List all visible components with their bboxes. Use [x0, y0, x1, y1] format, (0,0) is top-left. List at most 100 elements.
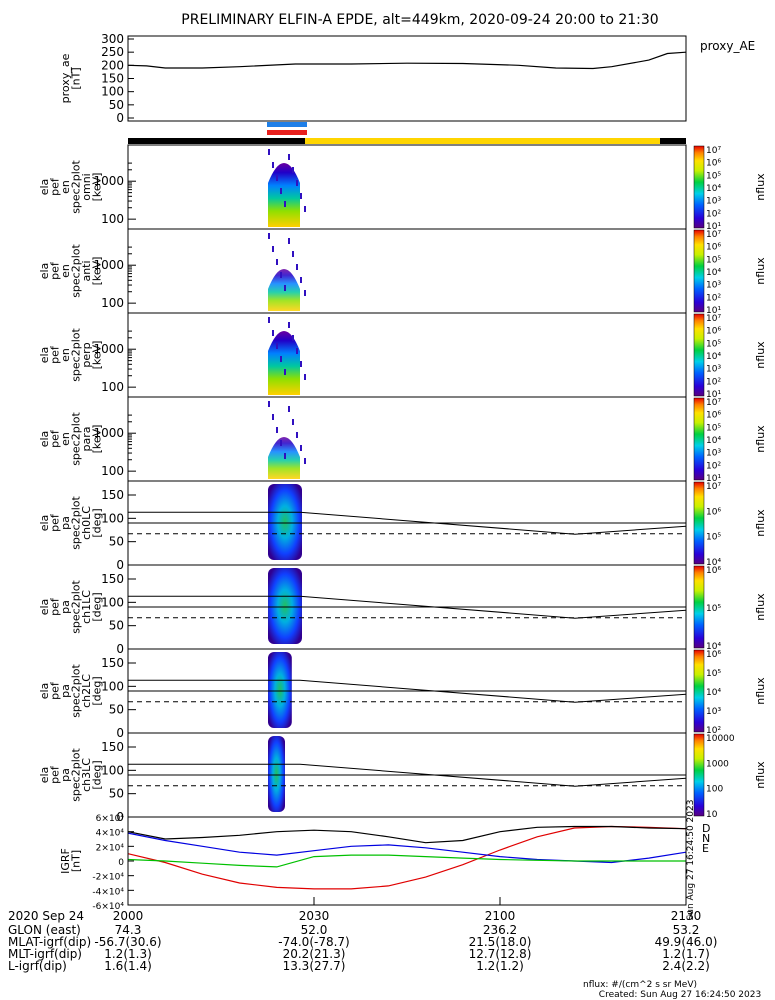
spectrogram-speck: [280, 272, 282, 278]
created-note: Created: Sun Aug 27 16:24:50 2023: [599, 990, 761, 1000]
colorbar-tick: 10²: [706, 293, 721, 303]
spectrogram-speck: [268, 233, 270, 239]
spectrogram-speck: [304, 290, 306, 296]
ytick-label: -2×10⁴: [92, 873, 124, 883]
ytick-label: 50: [109, 98, 124, 112]
colorbar-tick: 10⁴: [706, 352, 721, 362]
colorbar-tick: 10⁶: [706, 327, 721, 337]
ylabel-line: pef: [48, 429, 61, 448]
spectrogram-speck: [296, 348, 298, 354]
legend-igrf-D: D: [702, 822, 710, 835]
ytick-label: 0: [116, 111, 124, 125]
colorbar-tick: 10³: [706, 707, 721, 717]
ylabel-line: ela: [38, 515, 51, 532]
ytick-label: 1000: [93, 174, 124, 188]
row-value: 236.2: [483, 923, 517, 937]
spectrogram-speck: [296, 432, 298, 438]
spectrogram-speck: [304, 374, 306, 380]
ylabel-line: ch2LC: [80, 674, 93, 708]
ytick-label: 6×10⁴: [96, 814, 125, 824]
pitch-angle-blob: [268, 484, 302, 560]
ylabel-line: spec2plot: [69, 580, 82, 634]
spectrogram-speck: [304, 458, 306, 464]
spectrogram-speck: [292, 167, 294, 173]
x-axis-annotations: 2020 Sep 24 GLON (east) MLAT-igrf(dip) M…: [8, 800, 761, 1000]
ylabel-line: para: [80, 427, 93, 452]
row-label-mlt: MLT-igrf(dip): [8, 947, 82, 961]
colorbar-label: nflux: [754, 341, 767, 369]
ylabel-line: anti: [80, 260, 93, 281]
ytick-label: 100: [101, 296, 124, 310]
ylabel-line: pef: [48, 177, 61, 196]
ylabel-line: pef: [48, 513, 61, 532]
ylabel-line: omni: [80, 173, 93, 200]
panel-frame: [127, 228, 687, 314]
ylabel-line: proxy_ae: [59, 53, 72, 103]
ylabel-line: pef: [48, 261, 61, 280]
colorbar-tick: 10²: [706, 209, 721, 219]
colorbar-tick: 10¹: [706, 474, 721, 484]
igrf-series-line: [127, 825, 687, 890]
date-label: 2020 Sep 24: [8, 909, 84, 923]
spectrogram-speck: [272, 246, 274, 252]
colorbar-tick: 10⁶: [706, 650, 721, 660]
colorbar-tick: 10⁶: [706, 566, 721, 576]
spectrogram-speck: [284, 201, 286, 207]
ylabel-line: [keV]: [90, 341, 103, 370]
ytick-label: 100: [101, 85, 124, 99]
ylabel-line: pef: [48, 345, 61, 364]
colorbar-label: nflux: [754, 761, 767, 789]
ytick-label: 50: [109, 703, 124, 717]
ylabel-line: spec2plot: [69, 160, 82, 214]
spectrogram-speck: [276, 343, 278, 349]
colorbar-tick: 10⁵: [706, 669, 721, 679]
row-value: 49.9(46.0): [655, 935, 718, 949]
spectrogram-speck: [268, 401, 270, 407]
ylabel-line: [nT]: [69, 67, 82, 89]
colorbar-tick: 10⁴: [706, 688, 721, 698]
ylabel-line: ela: [38, 431, 51, 448]
legend-proxy-ae: proxy_AE: [700, 39, 755, 53]
spectrogram-speck: [288, 154, 290, 160]
row-value: 1.6(1.4): [104, 959, 152, 973]
spectrogram-speck: [276, 259, 278, 265]
ytick-label: 4×10⁴: [96, 829, 125, 839]
spectrogram-blob: [268, 331, 300, 395]
spectrogram-speck: [292, 419, 294, 425]
ytick-label: 0: [116, 642, 124, 656]
ylabel-line: [keV]: [90, 173, 103, 202]
spectrogram-speck: [300, 445, 302, 451]
ytick-label: 100: [101, 679, 124, 693]
ytick-label: 100: [101, 511, 124, 525]
ytick-label: 150: [101, 740, 124, 754]
spectrogram-blob: [268, 163, 300, 227]
colorbar-tick: 10⁵: [706, 604, 721, 614]
pitch-angle-blob: [268, 568, 302, 644]
ylabel-line: ch1LC: [80, 590, 93, 624]
ylabel-line: pef: [48, 681, 61, 700]
spectrogram-speck: [272, 162, 274, 168]
ytick-label: 100: [101, 464, 124, 478]
colorbar-tick: 10⁵: [706, 533, 721, 543]
ylabel-line: pef: [48, 597, 61, 616]
row-value: 12.7(12.8): [469, 947, 532, 961]
colorbar-tick: 10¹: [706, 222, 721, 232]
spectrogram-speck: [296, 180, 298, 186]
ylabel-line: en: [59, 180, 72, 194]
row-value: 1.2(1.2): [476, 959, 524, 973]
ytick-label: 100: [101, 595, 124, 609]
side-stamp: Sun Aug 27 16:24:50 2023: [686, 800, 696, 921]
ylabel-line: ch3LC: [80, 758, 93, 792]
colorbar: [693, 313, 705, 397]
spectrogram-speck: [280, 356, 282, 362]
ytick-label: 0: [116, 726, 124, 740]
ytick-label: 100: [101, 380, 124, 394]
colorbar-tick: 10⁶: [706, 243, 721, 253]
panel-frame: [127, 816, 687, 906]
xtick-label: 2100: [485, 909, 516, 923]
ylabel-line: spec2plot: [69, 244, 82, 298]
colorbar-tick: 10²: [706, 461, 721, 471]
ylabel-line: en: [59, 348, 72, 362]
